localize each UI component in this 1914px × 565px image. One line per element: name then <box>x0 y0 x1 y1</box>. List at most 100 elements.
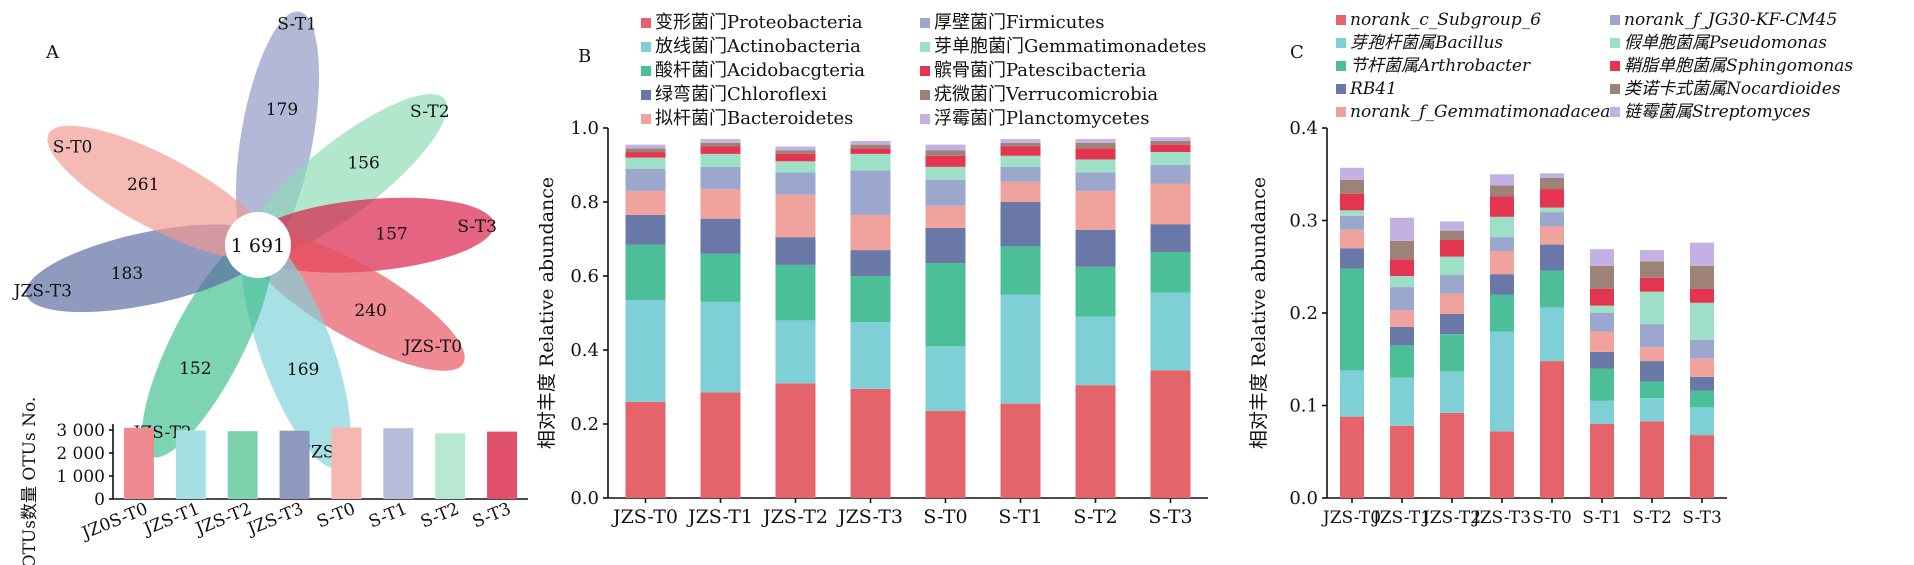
otu-y-axis-label: OTUs数量 OTUs No. <box>20 397 40 565</box>
bar-segment-s-t3-proteobacteria <box>1150 370 1191 498</box>
bar-segment-jzs-t3-norank-c-subgroup-6 <box>1490 431 1514 498</box>
bar-segment-jzs-t0-firmicutes <box>625 168 666 191</box>
bar-segment-jzs-t3-rb41 <box>1490 274 1514 295</box>
bar-segment-jzs-t3-arthrobacter <box>1490 294 1514 332</box>
bar-segment-jzs-t1-arthrobacter <box>1390 345 1414 378</box>
bar-segment-s-t3-bacteroidetes <box>1150 183 1191 225</box>
x-tick-label-s-t3: S-T3 <box>1148 506 1192 528</box>
bar-segment-s-t1-acidobacgteria <box>1000 246 1041 295</box>
y-tick-label: 1.0 <box>570 118 599 139</box>
legend-swatch-planctomycetes <box>920 114 930 124</box>
bar-segment-jzs-t1-bacteroidetes <box>700 189 741 219</box>
bar-segment-s-t0-acidobacgteria <box>925 263 966 347</box>
legend-swatch-verrucomicrobia <box>920 90 930 100</box>
y-tick-label: 0.3 <box>1289 211 1318 232</box>
bar-segment-jzs-t2-proteobacteria <box>775 383 816 498</box>
bar-segment-jzs-t2-norank-f-gemmatimonadaceae <box>1440 293 1464 314</box>
bar-segment-jzs-t1-gemmatimonadetes <box>700 153 741 167</box>
bar-segment-s-t3-patescibacteria <box>1150 144 1191 153</box>
bar-segment-s-t2-gemmatimonadetes <box>1075 159 1116 173</box>
legend-swatch-acidobacgteria <box>641 66 651 76</box>
bar-segment-s-t2-arthrobacter <box>1640 381 1664 399</box>
otu-x-label-jzs-t2: JZS-T2 <box>191 499 254 540</box>
y-tick-label: 0.0 <box>570 488 599 509</box>
bar-segment-jzs-t0-norank-f-gemmatimonadaceae <box>1340 229 1364 249</box>
bar-segment-jzs-t0-arthrobacter <box>1340 268 1364 371</box>
bar-segment-s-t0-gemmatimonadetes <box>925 166 966 180</box>
bar-segment-s-t2-sphingomonas <box>1640 277 1664 292</box>
legend-label-norank-c-subgroup-6: norank_c_Subgroup_6 <box>1350 10 1541 30</box>
x-tick-label-s-t1: S-T1 <box>1582 508 1622 528</box>
bar-segment-s-t0-norank-f-gemmatimonadaceae <box>1540 226 1564 245</box>
x-tick-label-jzs-t2: JZS-T2 <box>1421 508 1481 528</box>
bar-segment-s-t0-arthrobacter <box>1540 270 1564 308</box>
bar-segment-s-t3-firmicutes <box>1150 165 1191 184</box>
legend-label-gemmatimonadetes: 芽单胞菌门Gemmatimonadetes <box>934 36 1206 57</box>
otu-bar-jzs-t1 <box>175 430 206 499</box>
venn-petal-jzs-t2 <box>141 232 273 458</box>
bar-segment-jzs-t0-actinobacteria <box>625 300 666 402</box>
legend-swatch-pseudomonas <box>1610 38 1620 48</box>
x-tick-label-jzs-t2: JZS-T2 <box>761 506 828 528</box>
bar-segment-jzs-t2-norank-f-jg30-kf-cm45 <box>1440 275 1464 294</box>
legend-label-firmicutes: 厚壁菌门Firmicutes <box>934 12 1104 33</box>
bar-segment-s-t2-verrucomicrobia <box>1075 142 1116 149</box>
x-tick-label-jzs-t0: JZS-T0 <box>611 506 678 528</box>
panel-c-label: C <box>1290 42 1304 63</box>
otu-x-label-jzs-t3: JZS-T3 <box>243 499 306 540</box>
panel-b: B 0.0 0.2 0.4 0.6 0.8 1.0 JZS-T0 JZS-T1 JZS-T2 JZ… <box>536 12 1208 528</box>
bar-segment-s-t0-norank-c-subgroup-6 <box>1540 361 1564 498</box>
bar-segment-jzs-t1-chloroflexi <box>700 218 741 254</box>
bar-segment-s-t3-gemmatimonadetes <box>1150 152 1191 165</box>
bar-segment-jzs-t0-norank-c-subgroup-6 <box>1340 416 1364 498</box>
x-tick-label-s-t2: S-T2 <box>1632 508 1672 528</box>
bar-segment-s-t1-patescibacteria <box>1000 146 1041 156</box>
bar-segment-jzs-t0-rb41 <box>1340 248 1364 269</box>
legend-swatch-firmicutes <box>920 18 930 28</box>
bar-segment-s-t1-sphingomonas <box>1590 288 1614 306</box>
bar-segment-s-t2-norank-c-subgroup-6 <box>1640 421 1664 498</box>
bar-segment-s-t3-chloroflexi <box>1150 224 1191 252</box>
venn-value-s-t2: 156 <box>347 154 379 174</box>
bar-segment-jzs-t1-pseudomonas <box>1390 276 1414 288</box>
otu-bar-chart: 0 1 000 2 000 3 000 JZ0S-T0JZS-T1JZS-T2JZS-T… <box>20 397 528 565</box>
bar-segment-s-t2-acidobacgteria <box>1075 266 1116 317</box>
bar-segment-s-t2-bacteroidetes <box>1075 190 1116 230</box>
bar-segment-s-t2-streptomyces <box>1640 250 1664 262</box>
bar-segment-s-t1-arthrobacter <box>1590 368 1614 401</box>
legend-swatch-rb41 <box>1336 84 1346 94</box>
bar-segment-jzs-t0-verrucomicrobia <box>625 148 666 153</box>
otu-bar-jz0s-t0 <box>123 427 154 499</box>
bar-segment-jzs-t0-patescibacteria <box>625 152 666 158</box>
legend-label-verrucomicrobia: 疣微菌门Verrucomicrobia <box>934 84 1158 105</box>
bar-segment-jzs-t2-sphingomonas <box>1440 239 1464 257</box>
x-tick-label-s-t0: S-T0 <box>923 506 967 528</box>
legend-swatch-patescibacteria <box>920 66 930 76</box>
bar-segment-s-t2-planctomycetes <box>1075 139 1116 143</box>
bar-segment-s-t2-norank-f-gemmatimonadaceae <box>1640 347 1664 362</box>
bar-segment-s-t1-bacteroidetes <box>1000 181 1041 202</box>
bar-segment-s-t2-patescibacteria <box>1075 148 1116 160</box>
bar-segment-jzs-t0-bacillus <box>1340 370 1364 417</box>
legend-swatch-proteobacteria <box>641 18 651 28</box>
x-tick-label-jzs-t1: JZS-T1 <box>686 506 753 528</box>
panel-b-label: B <box>578 46 591 67</box>
bar-segment-jzs-t2-patescibacteria <box>775 153 816 162</box>
bar-segment-s-t0-nocardioides <box>1540 177 1564 190</box>
venn-label-s-t1: S-T1 <box>277 14 317 34</box>
bar-segment-jzs-t1-sphingomonas <box>1390 259 1414 276</box>
legend-swatch-bacteroidetes <box>641 114 651 124</box>
bar-segment-jzs-t2-streptomyces <box>1440 221 1464 231</box>
bar-segment-s-t2-pseudomonas <box>1640 291 1664 325</box>
bar-segment-jzs-t1-actinobacteria <box>700 301 741 393</box>
bar-segment-s-t0-chloroflexi <box>925 227 966 264</box>
bar-segment-jzs-t1-norank-f-jg30-kf-cm45 <box>1390 287 1414 311</box>
x-tick-label-s-t1: S-T1 <box>998 506 1042 528</box>
venn-petal-jzs-t0 <box>245 231 465 371</box>
bar-segment-jzs-t0-streptomyces <box>1340 167 1364 180</box>
otu-bar-s-t3 <box>487 431 518 499</box>
bar-segment-jzs-t1-proteobacteria <box>700 392 741 498</box>
legend-label-streptomyces: 链霉菌属Streptomyces <box>1624 102 1811 122</box>
legend-label-bacillus: 芽孢杆菌属Bacillus <box>1350 33 1503 53</box>
